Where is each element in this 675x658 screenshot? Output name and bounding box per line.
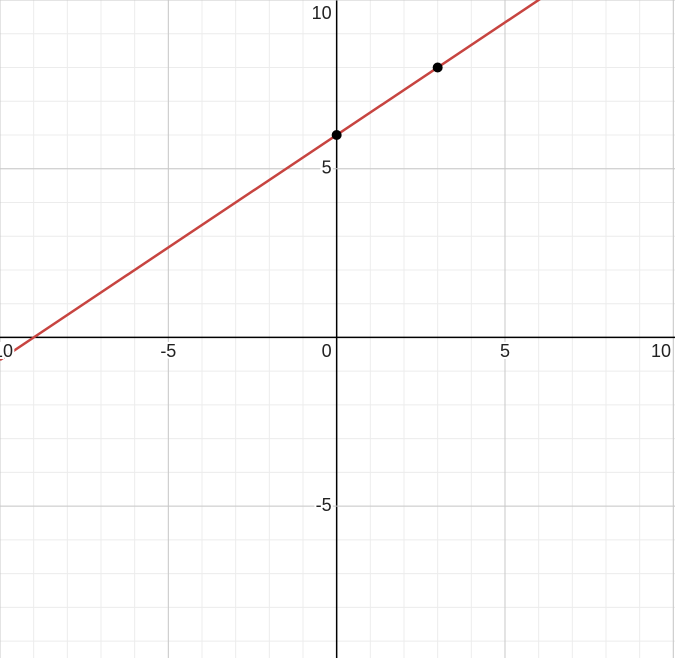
x-tick-label: 0 [322,341,332,361]
y-tick-label: 10 [312,3,332,23]
y-tick-label: 5 [322,157,332,177]
x-tick-label: 5 [500,341,510,361]
x-tick-label: -10 [0,341,13,361]
x-tick-label: -5 [160,341,176,361]
point [331,129,342,140]
x-tick-label: 10 [651,341,671,361]
point [432,62,443,73]
y-tick-label: -5 [316,495,332,515]
